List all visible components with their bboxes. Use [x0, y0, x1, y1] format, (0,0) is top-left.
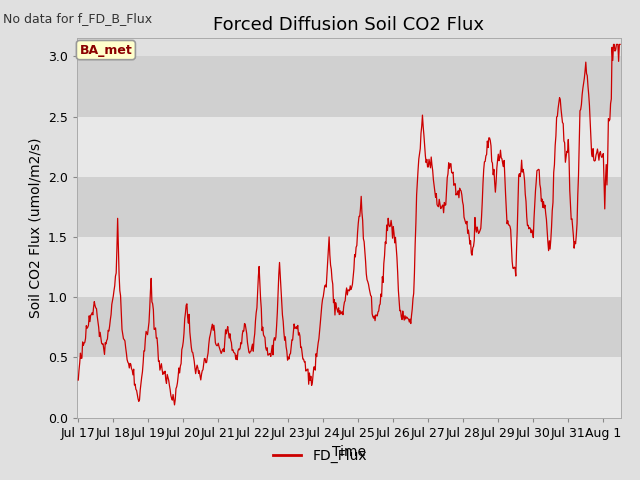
X-axis label: Time: Time: [332, 445, 366, 459]
Bar: [77, 297, 621, 358]
Bar: [77, 57, 621, 117]
Y-axis label: Soil CO2 Flux (umol/m2/s): Soil CO2 Flux (umol/m2/s): [28, 138, 42, 318]
Bar: [77, 358, 621, 418]
Bar: [77, 237, 621, 297]
Text: No data for f_FD_B_Flux: No data for f_FD_B_Flux: [3, 12, 152, 25]
Bar: [77, 117, 621, 177]
Legend: FD_Flux: FD_Flux: [268, 443, 372, 468]
Bar: [77, 177, 621, 237]
Title: Forced Diffusion Soil CO2 Flux: Forced Diffusion Soil CO2 Flux: [213, 16, 484, 34]
Text: BA_met: BA_met: [79, 44, 132, 57]
